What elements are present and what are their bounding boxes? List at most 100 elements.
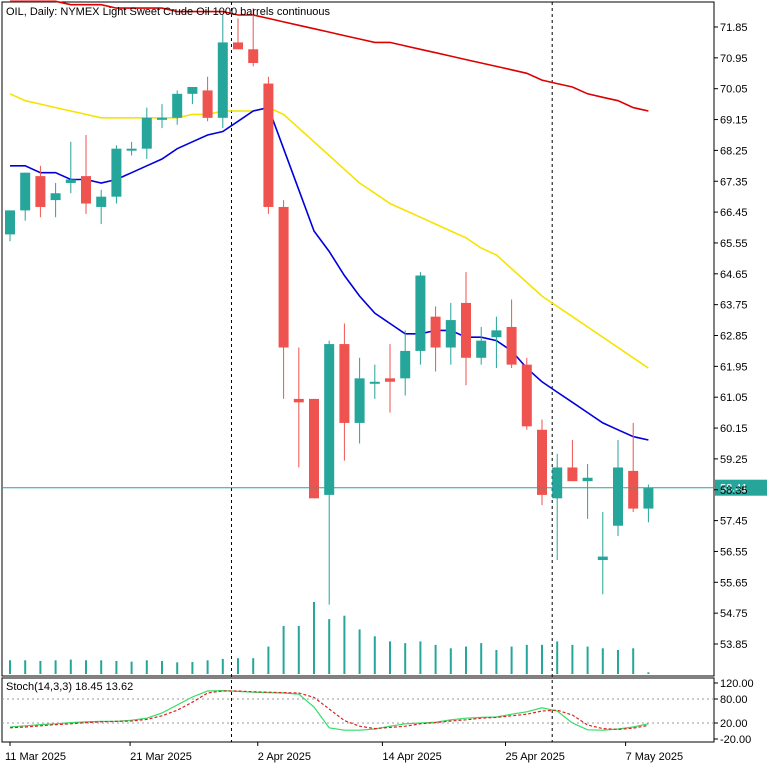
stoch-tick-label: 20.00 <box>720 718 748 730</box>
candle-body <box>35 176 46 207</box>
volume-bar <box>252 658 255 674</box>
candle-body <box>96 196 107 207</box>
price-tick-label: 71.85 <box>720 22 748 34</box>
volume-bar <box>54 660 57 674</box>
main-chart-frame <box>1 1 715 743</box>
price-tick-label: 65.55 <box>720 238 748 250</box>
candlesticks <box>5 8 654 605</box>
volume-bar <box>541 644 543 674</box>
candle-body <box>582 477 593 482</box>
volume-bar <box>617 650 619 674</box>
candle-body <box>81 176 91 204</box>
volume-bar <box>495 650 498 674</box>
volume-bar <box>556 641 559 674</box>
stoch-signal-line <box>9 690 649 731</box>
stoch-tick-label: 80.00 <box>720 694 748 706</box>
volume-bar <box>206 660 209 674</box>
price-tick-label: 62.85 <box>720 331 748 343</box>
candle-body <box>5 210 15 235</box>
price-tick-label: 68.25 <box>720 145 748 157</box>
candle-body <box>628 470 639 509</box>
stochastic-panel <box>2 689 714 731</box>
candle-body <box>339 344 350 423</box>
candle-body <box>506 326 517 365</box>
candle-body <box>537 429 547 495</box>
price-tick-label: 67.35 <box>720 176 748 188</box>
price-tick-label: 70.95 <box>720 53 748 65</box>
volume-bar <box>465 646 467 674</box>
candle-body <box>248 49 259 63</box>
volume-bar <box>343 615 346 674</box>
price-tick-label: 69.15 <box>720 115 748 127</box>
ma-slow-line <box>10 0 649 112</box>
price-tag-text: 58.41 <box>720 483 748 495</box>
candle-body <box>476 340 487 358</box>
candle-body <box>263 83 274 207</box>
candle-body <box>400 350 411 379</box>
candle-body <box>157 117 167 120</box>
price-tick-label: 55.65 <box>720 577 748 589</box>
candle-body <box>202 90 213 118</box>
stoch-tick-label: -20.00 <box>720 734 751 746</box>
price-tick-label: 61.05 <box>720 392 748 404</box>
volume-bar <box>115 660 118 674</box>
volume-bar <box>237 658 239 674</box>
stoch-plot-border <box>1 677 715 743</box>
ma-mid-line <box>9 93 649 369</box>
candle-body <box>217 42 228 118</box>
volume-bar <box>69 659 72 674</box>
volume-bar <box>434 644 437 674</box>
volume-bar <box>480 643 483 674</box>
volume-bar <box>9 660 11 674</box>
price-tick-label: 54.75 <box>720 608 748 620</box>
price-tick-label: 59.25 <box>720 454 748 466</box>
volume-bars <box>9 602 650 674</box>
candle-body <box>521 364 532 427</box>
volume-bar <box>404 643 407 674</box>
candle-body <box>445 320 456 348</box>
candle-body <box>293 398 304 403</box>
chart-title: OIL, Daily: NYMEX Light Sweet Crude Oil … <box>6 6 331 18</box>
candle-body <box>172 93 183 118</box>
volume-bar <box>313 602 315 674</box>
candle-body <box>141 117 152 149</box>
volume-bar <box>632 648 635 674</box>
current-price-line: 58.41 <box>2 479 767 496</box>
candle-body <box>385 378 395 382</box>
volume-bar <box>586 646 589 674</box>
candle-body <box>369 381 380 384</box>
candle-body <box>491 330 502 338</box>
volume-bar <box>100 660 103 674</box>
price-tick-label: 57.45 <box>720 516 748 528</box>
volume-bar <box>358 629 361 674</box>
candle-body <box>643 488 654 509</box>
volume-bar <box>267 646 270 674</box>
main-plot-border <box>1 1 715 677</box>
volume-bar <box>389 641 391 674</box>
volume-bar <box>297 626 300 674</box>
candle-body <box>567 467 578 482</box>
price-tick-label: 66.45 <box>720 207 748 219</box>
volume-bar <box>85 660 87 674</box>
indicator-label: Stoch(14,3,3) 18.45 13.62 <box>6 681 133 693</box>
candle-body <box>415 275 426 351</box>
volume-bar <box>39 660 42 674</box>
price-tick-label: 53.85 <box>720 639 748 651</box>
candle-body <box>309 398 319 499</box>
candle-body <box>552 467 563 499</box>
volume-bar <box>571 644 574 674</box>
candle-body <box>20 172 31 211</box>
stoch-tick-label: 120.00 <box>720 678 754 690</box>
price-tick-label: 60.15 <box>720 423 748 435</box>
time-tick-label: 7 May 2025 <box>626 751 683 763</box>
candle-body <box>324 344 335 495</box>
time-tick-label: 21 Mar 2025 <box>130 751 192 763</box>
price-tick-label: 56.55 <box>720 546 748 558</box>
candle-body <box>65 179 76 183</box>
candle-body <box>597 556 608 561</box>
candle-body <box>354 378 365 423</box>
candle-body <box>111 148 122 197</box>
candle-body <box>187 86 198 94</box>
volume-bar <box>221 658 224 674</box>
